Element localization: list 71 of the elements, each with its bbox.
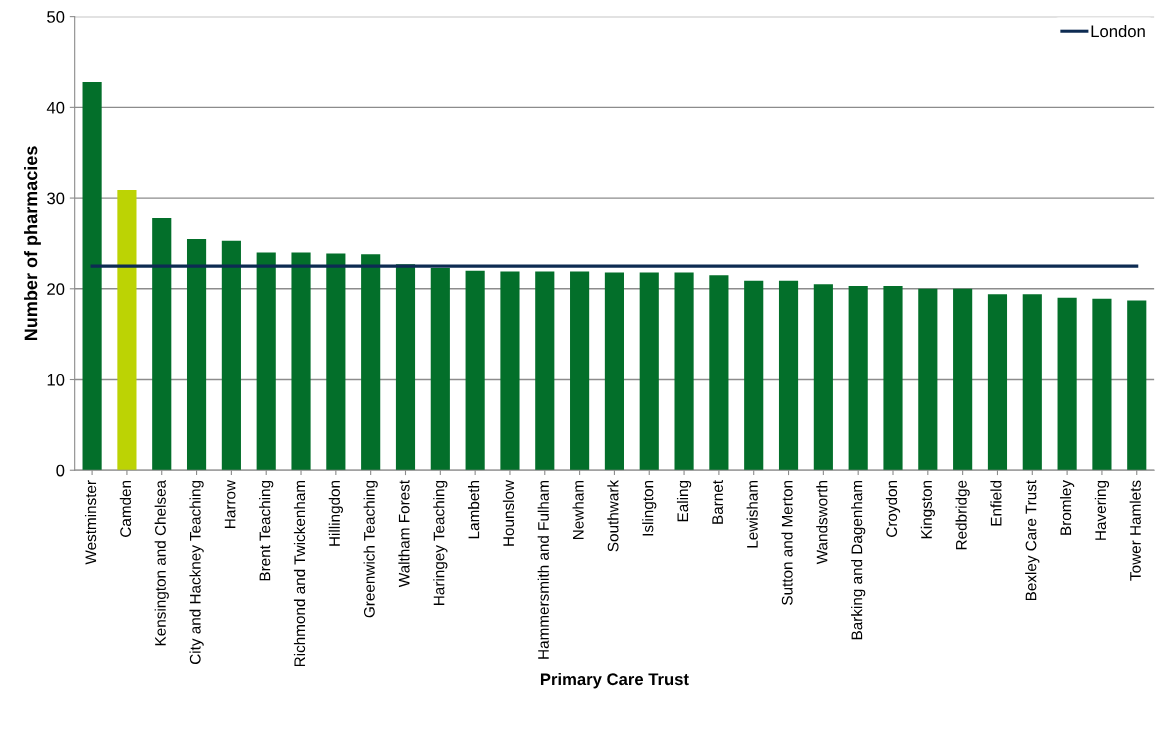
bar	[117, 189, 137, 471]
x-tick-label: Hillingdon	[328, 480, 343, 546]
bar	[430, 267, 450, 471]
bar	[604, 272, 624, 471]
y-tick-label: 30	[47, 192, 65, 205]
legend-label: London	[1091, 24, 1145, 38]
y-axis-title: Number of pharmacies	[24, 146, 41, 341]
bar	[395, 264, 416, 471]
x-tick-label: Bromley	[1059, 479, 1075, 535]
bar	[639, 272, 659, 471]
bar	[918, 288, 938, 471]
x-tick-label: Harrow	[224, 479, 236, 528]
x-tick-label: Barnet	[712, 480, 723, 524]
bar	[778, 280, 799, 471]
bar	[1022, 294, 1042, 471]
x-tick-label: Haringey Teaching	[433, 480, 448, 605]
y-tick-label: 40	[46, 101, 65, 114]
x-tick-label: Tower Hamlets	[1129, 480, 1141, 581]
x-tick-label: City and Hackney Teaching	[189, 480, 204, 665]
x-tick-label: Ealing	[676, 480, 692, 522]
y-tick-label: 0	[56, 464, 65, 477]
x-tick-label: Barking and Dagenham	[851, 480, 866, 640]
x-tick-label: Redbridge	[955, 480, 970, 550]
bar	[883, 286, 903, 471]
bar	[256, 252, 276, 471]
bar	[570, 271, 590, 471]
bar	[987, 294, 1008, 471]
y-tick-label: 10	[47, 373, 65, 386]
x-tick-label: Lambeth	[468, 480, 480, 539]
x-tick-label: Hounslow	[502, 479, 515, 546]
bar	[709, 275, 729, 471]
bar	[1092, 298, 1112, 471]
y-tick-label: 50	[47, 11, 65, 23]
x-tick-label: Bexley Care Trust	[1025, 480, 1040, 601]
bar	[82, 81, 102, 471]
x-tick-label: Croydon	[885, 480, 901, 537]
x-tick-label: Kensington and Chelsea	[154, 479, 169, 646]
x-tick-label: Enfield	[990, 480, 1002, 526]
bar	[674, 272, 694, 471]
x-tick-label: Camden	[119, 480, 132, 537]
x-axis-title: Primary Care Trust	[540, 672, 689, 689]
bar	[500, 271, 520, 471]
x-tick-label: Hammersmith and Fulham	[537, 480, 549, 659]
bar	[1057, 297, 1077, 471]
bar	[186, 238, 207, 471]
x-tick-label: Greenwich Teaching	[363, 480, 378, 618]
x-tick-label: Islington	[642, 480, 657, 536]
bar	[535, 271, 555, 471]
bar	[152, 218, 172, 471]
x-tick-label: Wandsworth	[816, 480, 828, 565]
bar	[744, 280, 764, 471]
x-tick-label: Lewisham	[746, 480, 758, 548]
bar	[291, 252, 311, 471]
bar	[848, 286, 868, 471]
bar	[326, 253, 346, 471]
x-tick-label: Southwark	[607, 479, 619, 552]
bar	[465, 270, 485, 471]
x-tick-label: Westminster	[84, 480, 97, 565]
x-tick-label: Brent Teaching	[259, 480, 274, 581]
bar	[953, 288, 973, 471]
bar	[813, 284, 833, 471]
x-tick-label: Newham	[572, 480, 584, 539]
x-tick-label: Sutton and Merton	[781, 480, 793, 605]
x-tick-label: Waltham Forest	[398, 480, 410, 588]
y-tick-label: 20	[47, 283, 65, 295]
x-tick-label: Richmond and Twickenham	[293, 480, 306, 667]
x-tick-label: Havering	[1094, 480, 1110, 540]
bar	[221, 240, 241, 471]
bar	[361, 254, 381, 471]
x-tick-label: Kingston	[920, 480, 935, 539]
bar	[1127, 300, 1147, 471]
